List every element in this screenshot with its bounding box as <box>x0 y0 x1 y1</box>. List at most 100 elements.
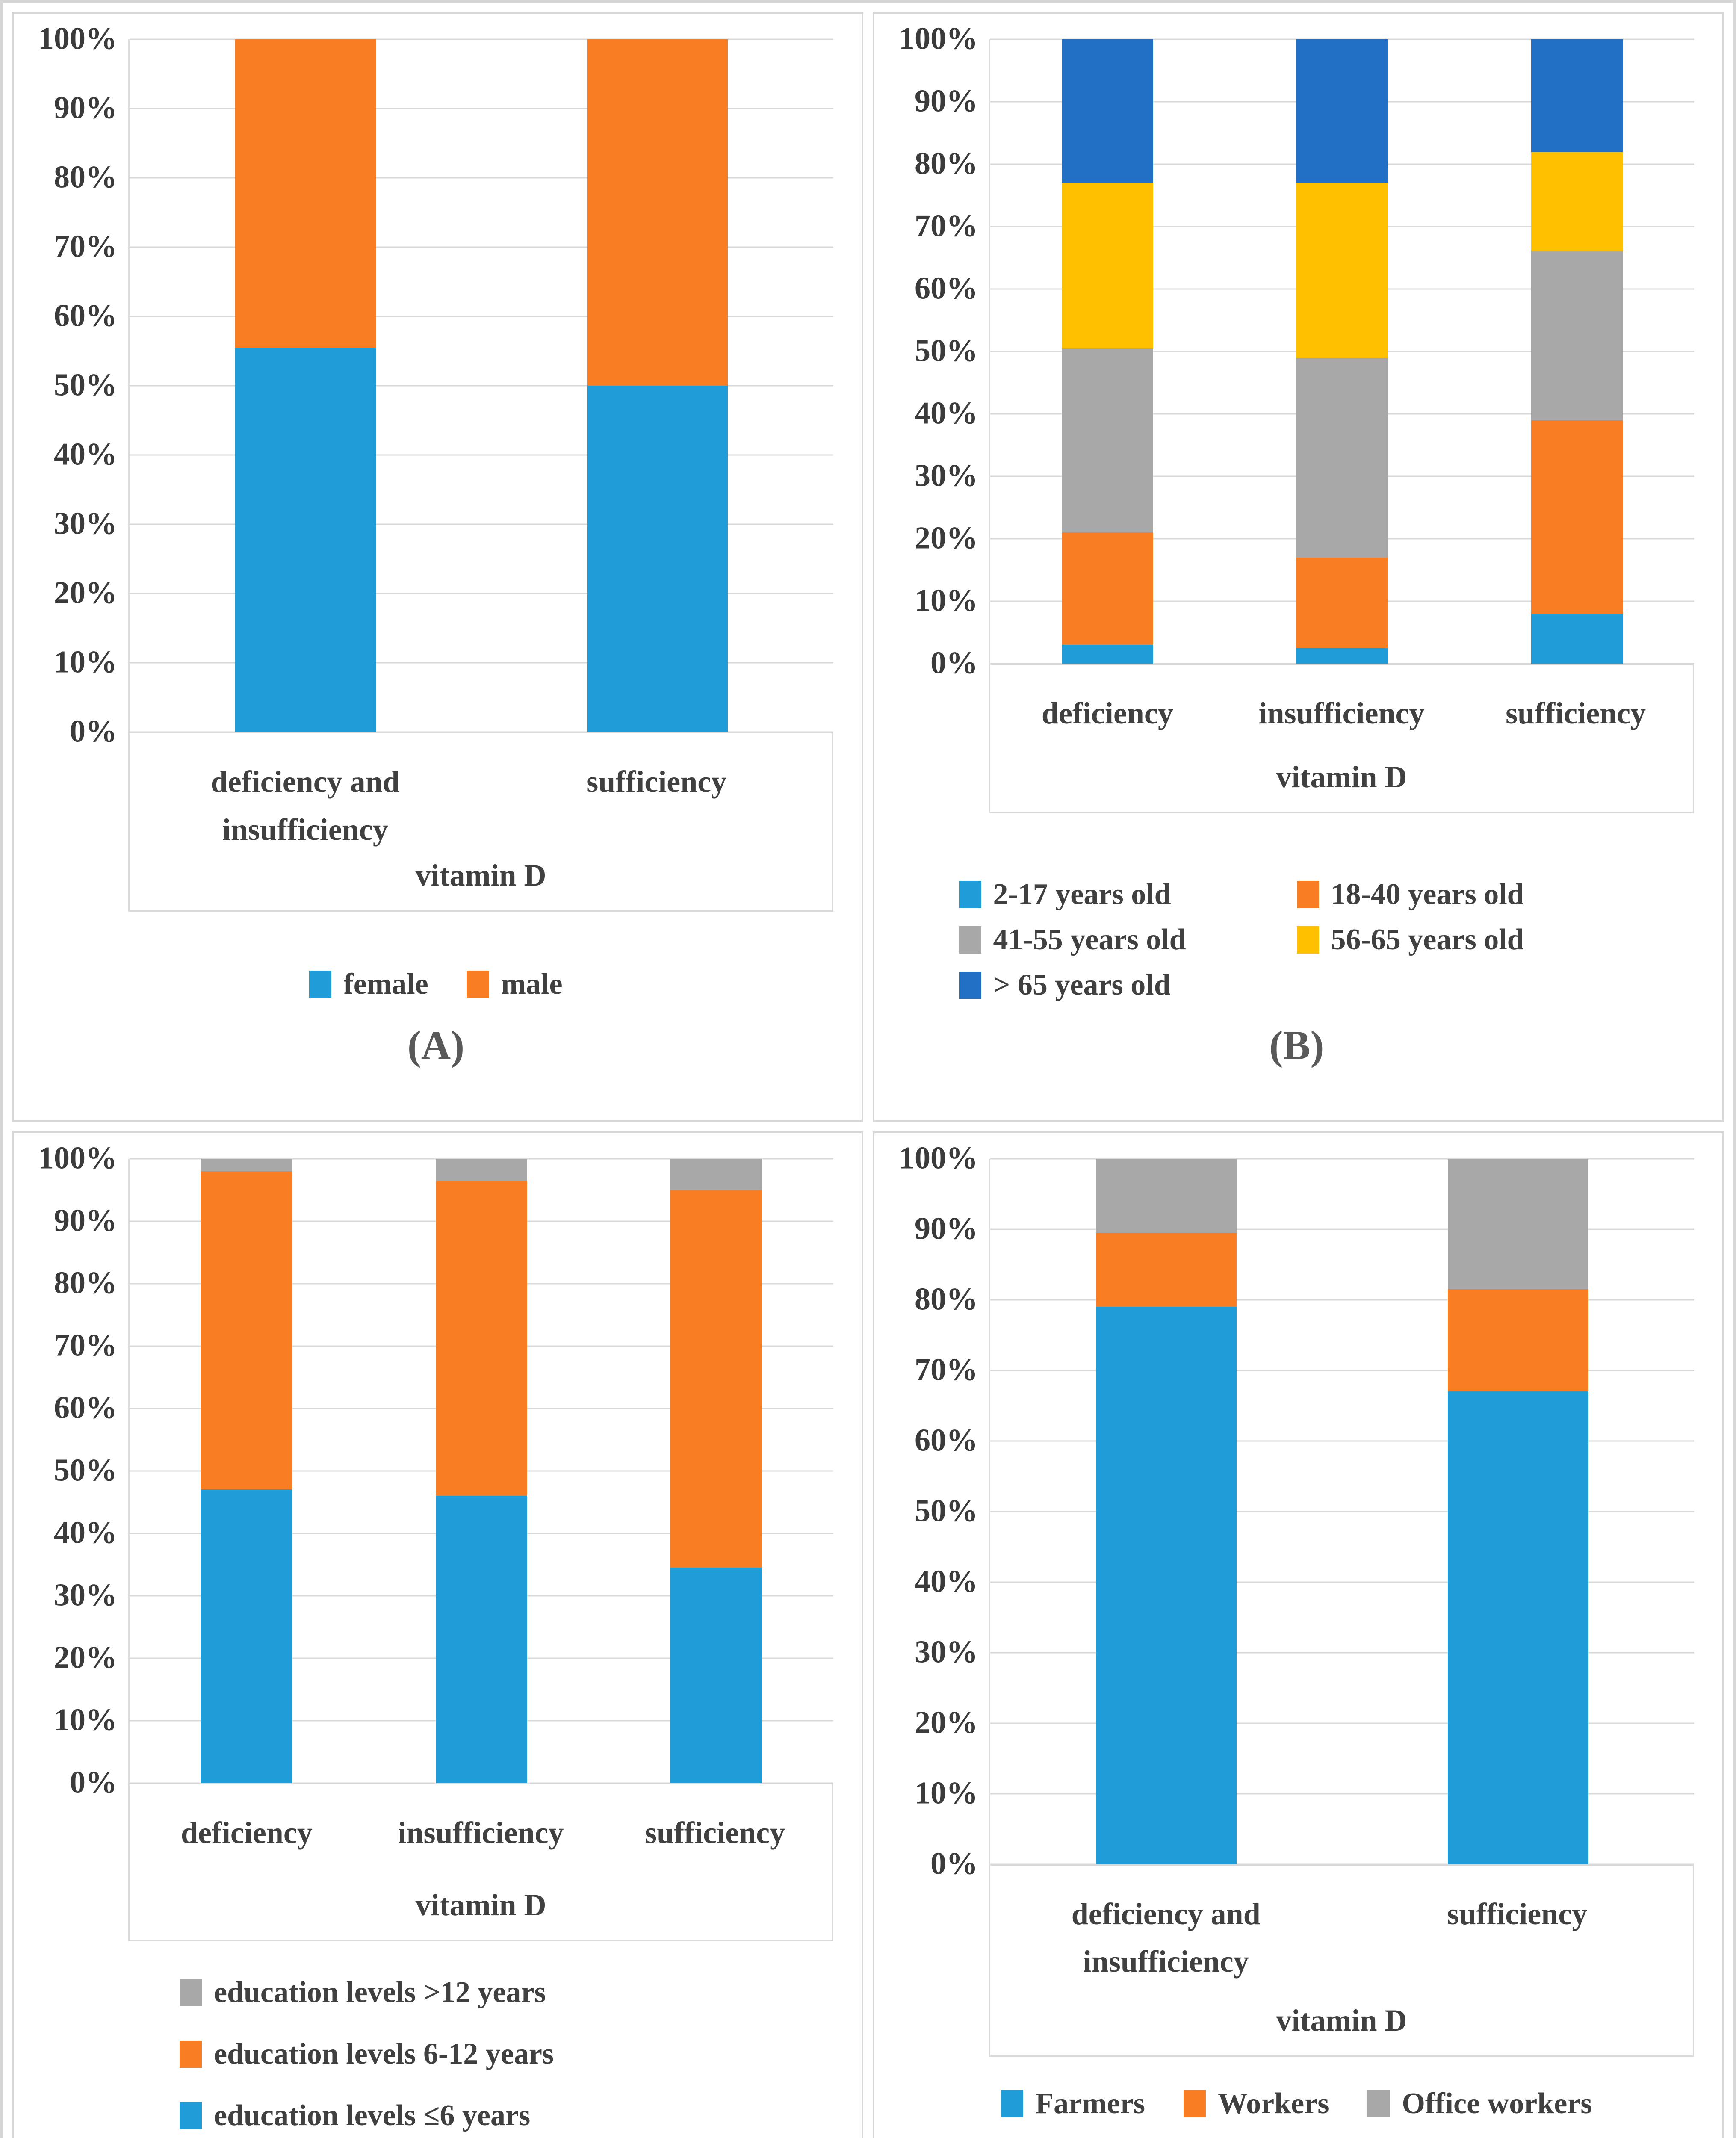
legend-label: Farmers <box>1035 2087 1145 2120</box>
gridline <box>130 246 833 248</box>
category-label: sufficiency <box>1506 696 1646 730</box>
legend-label: education levels 6-12 years <box>214 2037 554 2070</box>
y-axis-tick-label: 20% <box>915 520 978 556</box>
bar-segment <box>670 1190 762 1568</box>
x-axis-label-box: deficiency insufficiency sufficiency vitam… <box>989 664 1694 813</box>
bar-segment <box>436 1158 527 1181</box>
y-axis-tick-label: 90% <box>54 90 117 126</box>
legend-item: 41-55 years old <box>959 923 1297 957</box>
gridline <box>990 1652 1694 1653</box>
bar-segment <box>1296 557 1388 648</box>
gridline <box>990 1793 1694 1794</box>
legend-item: 2-17 years old <box>959 877 1297 912</box>
plot-area <box>989 1158 1694 1865</box>
plot-area <box>128 38 833 733</box>
stacked-bar-deficiency-and-insufficiency <box>1095 1158 1237 1864</box>
category-label: deficiency <box>1041 696 1173 730</box>
x-axis-label-box: deficiency insufficiency sufficiency vitam… <box>128 1783 833 1941</box>
x-axis-title: vitamin D <box>1276 760 1407 794</box>
legend-item: Office workers <box>1367 2087 1592 2121</box>
gridline <box>130 523 833 525</box>
category-label: sufficiency <box>586 765 727 799</box>
legend: education levels >12 years education leve… <box>180 1976 846 2133</box>
bar-segment <box>1062 39 1154 183</box>
gridline <box>130 177 833 179</box>
y-axis-tick-label: 10% <box>54 1702 117 1738</box>
bar-segment <box>1095 1307 1237 1864</box>
bar-segment <box>201 1171 293 1490</box>
plot-area <box>128 1158 833 1784</box>
chart-area: 0% 10% 20% 30% 40% 50% 60% 70% 80% 90% 100% <box>26 1142 846 1798</box>
category-label: sufficiency <box>645 1815 785 1850</box>
bar-segment <box>1447 1289 1589 1391</box>
gridline <box>130 108 833 109</box>
y-axis-tick-label: 60% <box>915 1423 978 1458</box>
bar-segment <box>1062 645 1154 664</box>
gridline <box>990 1158 1694 1159</box>
bar-segment <box>436 1495 527 1783</box>
category-label: deficiency <box>180 1815 313 1850</box>
legend-item: female <box>309 967 428 1001</box>
gridline <box>990 1722 1694 1724</box>
legend-swatch-icon <box>1183 2090 1206 2117</box>
legend-label: Office workers <box>1402 2087 1592 2120</box>
legend-item: education levels >12 years <box>180 1976 546 2010</box>
chart-area: 0% 10% 20% 30% 40% 50% 60% 70% 80% 90% 100% <box>886 23 1707 679</box>
legend-label: Workers <box>1217 2087 1329 2120</box>
panel-B-age-distribution: 0% 10% 20% 30% 40% 50% 60% 70% 80% 90% 100% defici… <box>873 12 1724 1122</box>
category-label: sufficiency <box>1447 1896 1588 1931</box>
bar-segment <box>1296 648 1388 664</box>
legend-swatch-icon <box>466 971 489 998</box>
y-axis-tick-label: 70% <box>54 229 117 264</box>
legend-swatch-icon <box>959 972 981 999</box>
y-axis: 0% 10% 20% 30% 40% 50% 60% 70% 80% 90% 100% <box>26 23 128 747</box>
y-axis-tick-label: 40% <box>54 1515 117 1550</box>
legend-item: education levels 6-12 years <box>180 2037 554 2071</box>
bar-segment <box>1095 1232 1237 1307</box>
legend-item: education levels ≤6 years <box>180 2099 530 2133</box>
y-axis-tick-label: 70% <box>915 1352 978 1388</box>
gridline <box>130 316 833 317</box>
y-axis-tick-label: 70% <box>915 208 978 244</box>
y-axis-tick-label: 50% <box>915 1493 978 1529</box>
legend-swatch-icon <box>180 2040 202 2068</box>
y-axis-tick-label: 60% <box>54 298 117 334</box>
bar-segment <box>1531 614 1623 664</box>
bar-segment <box>587 386 728 732</box>
y-axis-tick-label: 60% <box>915 271 978 306</box>
legend-label: 41-55 years old <box>993 923 1186 956</box>
gridline <box>130 38 833 40</box>
gridline <box>130 454 833 456</box>
gridline <box>130 1158 833 1159</box>
y-axis-tick-label: 30% <box>915 458 978 493</box>
y-axis-tick-label: 0% <box>930 645 978 681</box>
y-axis-tick-label: 100% <box>899 1140 978 1176</box>
legend-swatch-icon <box>180 1979 202 2006</box>
legend-swatch-icon <box>1001 2090 1024 2117</box>
y-axis-tick-label: 30% <box>54 1577 117 1613</box>
x-axis-title: vitamin D <box>415 858 546 892</box>
legend-item: male <box>466 967 563 1001</box>
legend-swatch-icon <box>1296 881 1319 908</box>
bar-segment <box>1062 532 1154 645</box>
y-axis-tick-label: 90% <box>915 1211 978 1246</box>
bar-segment <box>201 1489 293 1783</box>
y-axis-tick-label: 100% <box>899 21 978 56</box>
bar-segment <box>1296 183 1388 358</box>
legend-item: 18-40 years old <box>1296 877 1635 912</box>
category-label: insufficiency <box>1258 696 1425 730</box>
legend-label: > 65 years old <box>993 969 1171 1001</box>
legend: 2-17 years old 18-40 years old 41-55 years… <box>886 877 1707 1002</box>
bar-segment <box>1531 39 1623 152</box>
gridline <box>130 593 833 594</box>
y-axis-tick-label: 0% <box>70 1765 117 1800</box>
legend-swatch-icon <box>959 926 981 954</box>
chart-area: 0% 10% 20% 30% 40% 50% 60% 70% 80% 90% 100% <box>886 1142 1707 1879</box>
bar-segment <box>436 1180 527 1496</box>
legend-label: 18-40 years old <box>1331 878 1524 911</box>
legend-swatch-icon <box>959 881 981 908</box>
stacked-bar-insufficiency <box>1296 39 1388 664</box>
gridline <box>990 38 1694 40</box>
stacked-bar-sufficiency <box>1447 1158 1589 1864</box>
